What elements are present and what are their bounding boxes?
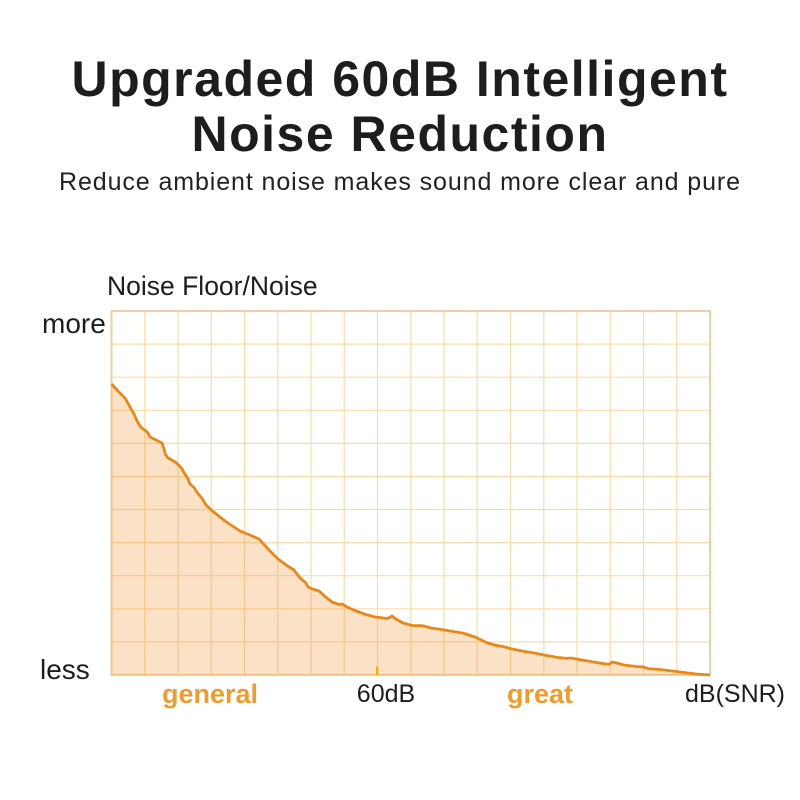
svg-text:Noise Floor/Noise: Noise Floor/Noise [107,271,318,301]
svg-text:dB(SNR): dB(SNR) [685,680,785,708]
svg-text:great: great [507,679,573,709]
svg-text:less: less [40,654,90,685]
svg-text:general: general [162,679,258,709]
svg-text:60dB: 60dB [357,680,415,708]
svg-text:more: more [42,308,106,339]
